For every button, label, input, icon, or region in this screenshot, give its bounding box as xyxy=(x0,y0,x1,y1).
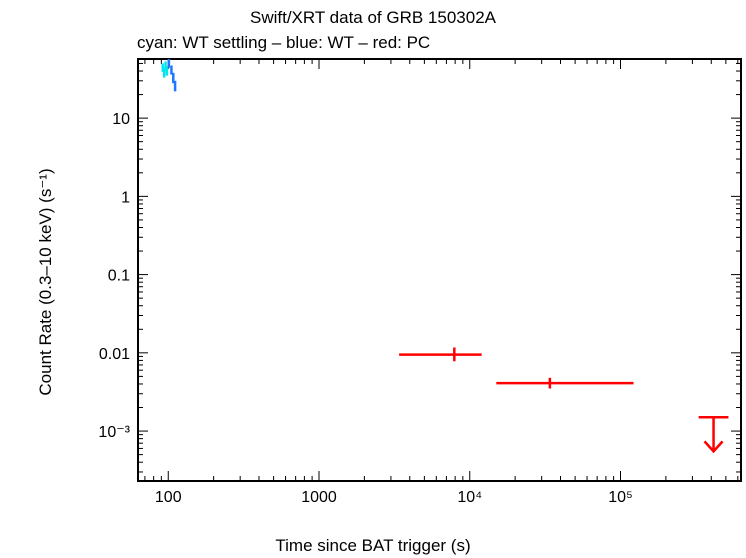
x-tick-label: 10⁴ xyxy=(457,489,482,506)
y-tick-label: 0.1 xyxy=(108,268,130,285)
data-point xyxy=(172,72,175,84)
x-tick-label: 1000 xyxy=(301,489,337,506)
upper-limit-arrowhead xyxy=(703,440,724,454)
y-tick-label: 10 xyxy=(112,111,130,128)
data-marks xyxy=(161,59,729,454)
chart-title: Swift/XRT data of GRB 150302A xyxy=(249,8,496,27)
x-tick-label: 10⁵ xyxy=(608,489,632,506)
data-point xyxy=(162,67,166,78)
data-point xyxy=(496,377,634,389)
data-point xyxy=(165,66,169,76)
x-tick-label: 100 xyxy=(155,489,182,506)
data-point xyxy=(399,347,482,362)
upper-limit xyxy=(698,416,729,454)
data-point xyxy=(167,59,171,68)
data-point xyxy=(173,80,177,92)
y-tick-label: 1 xyxy=(121,189,130,206)
y-tick-label: 0.01 xyxy=(99,346,130,363)
axis-ticks: 100 1000 10⁴ 10⁵ 10 1 0.1 0.01 10⁻³ xyxy=(98,59,741,506)
y-tick-label: 10⁻³ xyxy=(98,424,130,441)
x-axis-label: Time since BAT trigger (s) xyxy=(275,536,471,555)
y-axis-label: Count Rate (0.3–10 keV) (s⁻¹) xyxy=(36,168,55,396)
plot-frame xyxy=(137,58,742,482)
chart-subtitle: cyan: WT settling – blue: WT – red: PC xyxy=(137,33,431,52)
data-point xyxy=(170,65,173,75)
